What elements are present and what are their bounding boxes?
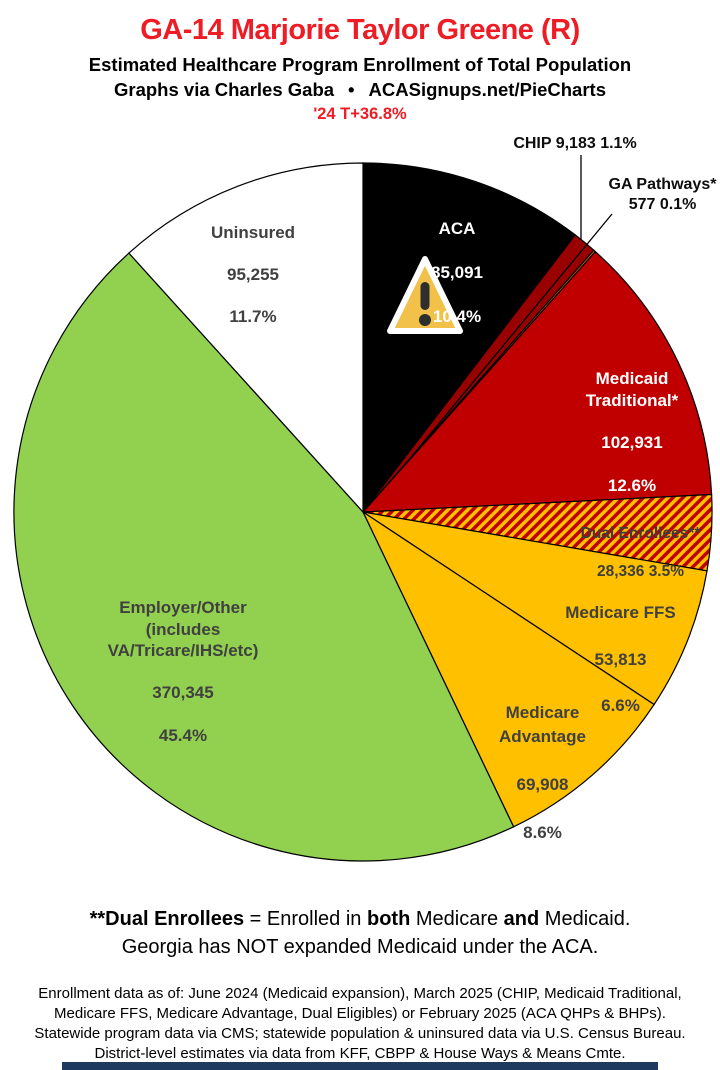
source-line: Medicare FFS, Medicare Advantage, Dual E…	[54, 1005, 666, 1022]
page-title: GA-14 Marjorie Taylor Greene (R)	[140, 14, 580, 46]
source-line: District-level estimates via data from K…	[94, 1045, 626, 1062]
slice-value: 102,931	[601, 433, 663, 453]
slice-value: 9,183	[555, 135, 596, 152]
slice-label-medicaid-traditional: Medicaid Traditional* 102,931 12.6%	[552, 347, 712, 517]
slice-name: CHIP	[513, 135, 552, 152]
slice-value: 85,091	[431, 263, 483, 282]
slice-value-pct: 577 0.1%	[628, 195, 697, 213]
slice-value: 370,345	[152, 683, 214, 703]
leader-line	[402, 213, 613, 468]
slice-pct: 12.6%	[607, 475, 657, 495]
slice-label-dual-enrollees: Dual Enrollees** 28,336 3.5%	[558, 505, 720, 600]
slice-name: Medicare FFS	[565, 603, 676, 623]
slice-pct: 11.7%	[229, 307, 277, 326]
dual-enrollees-footnote: **Dual Enrollees = Enrolled in both Medi…	[89, 908, 631, 930]
slice-pct: 10.4%	[432, 307, 482, 326]
slice-name: GA Pathways*	[608, 176, 717, 193]
pie-slice-8	[128, 162, 364, 514]
header: GA-14 Marjorie Taylor Greene (R) Estimat…	[0, 0, 720, 124]
medicaid-expansion-footnote: Georgia has NOT expanded Medicaid under …	[121, 936, 599, 958]
slice-pct: 8.6%	[523, 823, 562, 842]
source-notes: Enrollment data as of: June 2024 (Medica…	[0, 984, 720, 1064]
callout-chip: CHIP 9,183 1.1%	[480, 134, 670, 154]
byline-author: Graphs via Charles Gaba	[114, 79, 335, 100]
pie-slice-7	[13, 252, 515, 862]
slice-name: Dual Enrollees**	[580, 525, 701, 542]
slice-label-aca: ACA 85,091 10.4%	[382, 196, 532, 350]
slice-value-pct: 28,336 3.5%	[596, 563, 685, 580]
slice-value: 69,908	[516, 775, 569, 794]
slice-name: Medicaid Traditional*	[585, 369, 679, 410]
callout-ga-pathways: GA Pathways* 577 0.1%	[595, 175, 720, 214]
slice-label-medicare-ffs: Medicare FFS 53,813 6.6%	[543, 578, 698, 741]
slice-name: ACA	[438, 219, 476, 238]
warning-icon	[383, 252, 467, 348]
source-line: Enrollment data as of: June 2024 (Medica…	[38, 985, 682, 1002]
slice-value: 53,813	[594, 649, 647, 669]
chart-subtitle: Estimated Healthcare Program Enrollment …	[88, 54, 632, 75]
bullet-separator: •	[348, 79, 355, 100]
slice-name: Medicare Advantage	[499, 703, 586, 746]
slice-name: Employer/Other (includes VA/Tricare/IHS/…	[107, 598, 259, 660]
bottom-bar	[62, 1062, 658, 1070]
pie-slice-3	[361, 250, 713, 513]
slice-pct: 1.1%	[600, 135, 637, 152]
slice-name: Uninsured	[210, 223, 296, 242]
slice-pct: 6.6%	[601, 696, 640, 716]
pie-slice-5	[362, 511, 708, 706]
source-line: Statewide program data via CMS; statewid…	[34, 1025, 686, 1042]
byline: Graphs via Charles Gaba • ACASignups.net/P…	[0, 79, 720, 101]
election-swing-note: '24 T+36.8%	[313, 105, 407, 123]
slice-value: 95,255	[227, 265, 279, 284]
slice-label-employer-other: Employer/Other (includes VA/Tricare/IHS/…	[70, 576, 296, 768]
byline-site: ACASignups.net/PieCharts	[368, 79, 606, 100]
pie-slice-6	[361, 510, 655, 828]
slice-label-uninsured: Uninsured 95,255 11.7%	[158, 201, 348, 348]
slice-pct: 45.4%	[158, 726, 208, 746]
pie-slice-0	[362, 162, 577, 514]
slice-label-medicare-advantage: Medicare Advantage 69,908 8.6%	[465, 677, 620, 869]
